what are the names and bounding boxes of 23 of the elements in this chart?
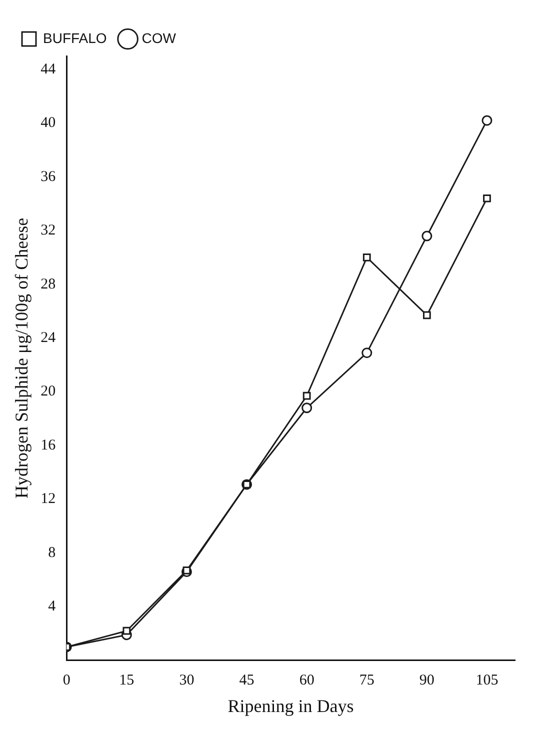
y-tick-label: 32 <box>40 222 56 239</box>
y-tick-label: 40 <box>40 115 56 132</box>
y-tick-label: 16 <box>40 437 56 454</box>
y-tick-label: 8 <box>48 544 56 561</box>
y-tick-label: 4 <box>48 598 56 615</box>
x-tick-label: 75 <box>359 672 374 688</box>
y-tick-label: 44 <box>40 61 56 78</box>
legend-label: COW <box>142 30 177 46</box>
x-tick-label: 90 <box>419 672 434 688</box>
y-axis-title: Hydrogen Sulphide μg/100g of Cheese <box>12 218 32 499</box>
x-tick-label: 45 <box>239 672 254 688</box>
legend-label: BUFFALO <box>43 30 107 46</box>
x-tick-label: 15 <box>119 672 134 688</box>
x-axis-title: Ripening in Days <box>228 696 354 716</box>
y-tick-label: 20 <box>40 384 56 400</box>
x-tick-label: 60 <box>299 672 314 688</box>
y-tick-label: 24 <box>40 330 56 346</box>
y-tick-label: 12 <box>40 491 56 508</box>
x-tick-label: 30 <box>179 672 194 688</box>
y-tick-label: 36 <box>40 168 56 185</box>
x-tick-label: 105 <box>476 672 498 688</box>
x-tick-label: 0 <box>62 672 70 688</box>
y-tick-label: 28 <box>40 276 56 292</box>
